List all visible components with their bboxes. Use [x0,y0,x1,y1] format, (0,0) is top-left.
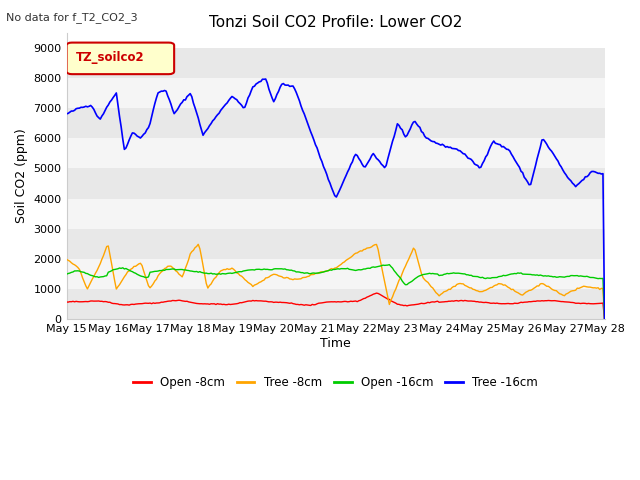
Text: TZ_soilco2: TZ_soilco2 [76,51,145,64]
Bar [67,259,605,289]
Y-axis label: Soil CO2 (ppm): Soil CO2 (ppm) [15,129,28,223]
Title: Tonzi Soil CO2 Profile: Lower CO2: Tonzi Soil CO2 Profile: Lower CO2 [209,15,462,30]
Bar [67,229,605,259]
Bar [67,78,605,108]
Bar [67,108,605,138]
Bar [67,199,605,229]
X-axis label: Time: Time [320,337,351,350]
Bar [67,168,605,199]
Bar [67,48,605,78]
Bar [67,138,605,168]
Legend: Open -8cm, Tree -8cm, Open -16cm, Tree -16cm: Open -8cm, Tree -8cm, Open -16cm, Tree -… [128,372,543,394]
Text: No data for f_T2_CO2_3: No data for f_T2_CO2_3 [6,12,138,23]
Bar [67,289,605,319]
FancyBboxPatch shape [67,43,174,74]
